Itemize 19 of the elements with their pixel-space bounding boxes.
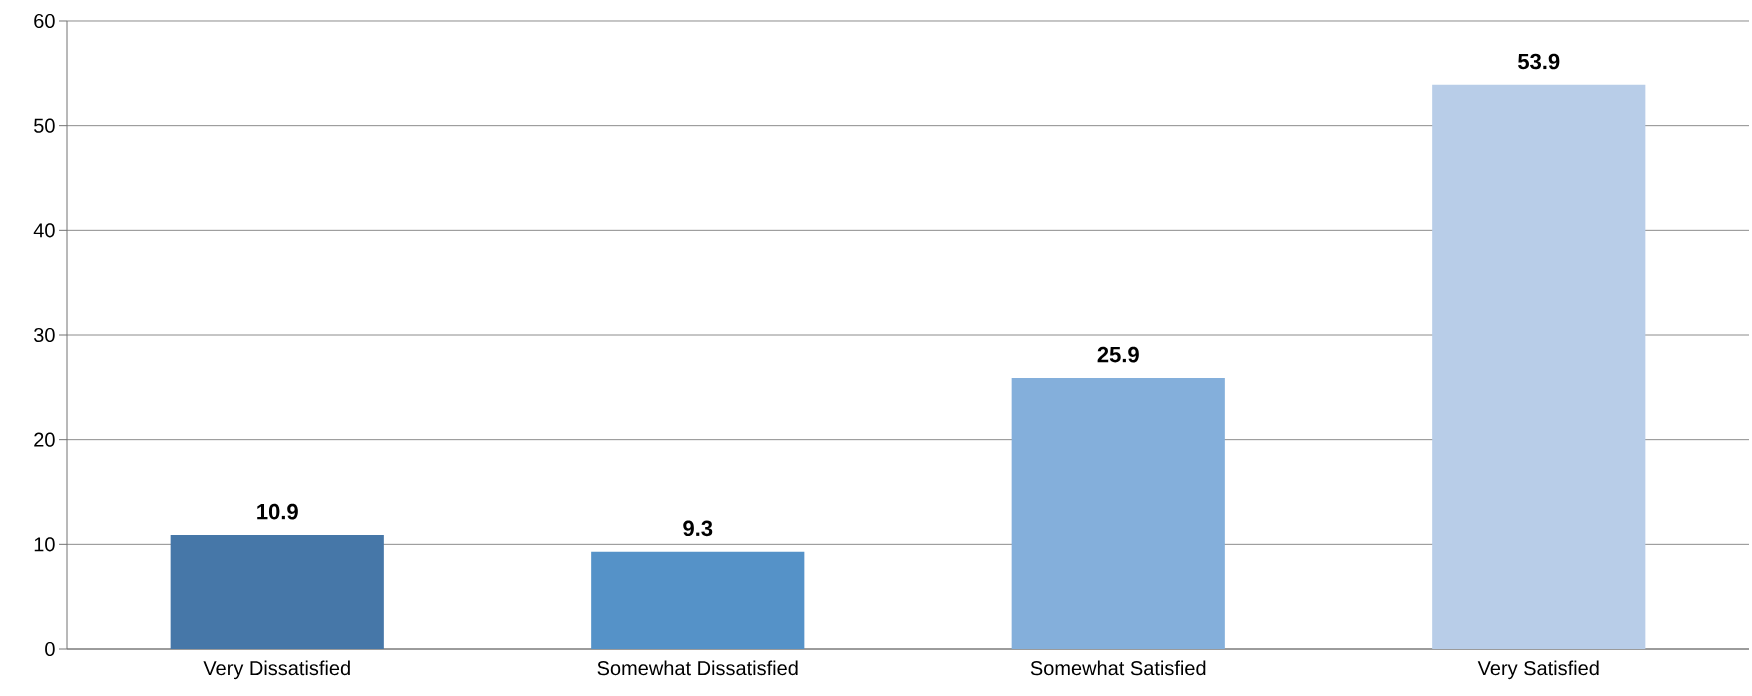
- x-tick-label: Very Dissatisfied: [203, 660, 350, 680]
- x-tick-label: Somewhat Satisfied: [1030, 660, 1206, 676]
- y-tick-label: 0: [45, 641, 55, 657]
- y-tick-label: 40: [33, 223, 55, 238]
- data-label: 9.3: [683, 520, 713, 537]
- bar: [1432, 84, 1646, 649]
- y-tick-label: 50: [34, 118, 55, 133]
- y-tick-label: 10: [34, 537, 55, 552]
- y-tick-label: 60: [34, 13, 55, 29]
- data-label: 10.9: [257, 503, 298, 520]
- bar: [170, 534, 384, 649]
- bar: [1011, 377, 1225, 649]
- bar: [591, 551, 805, 649]
- y-tick-label: 30: [34, 327, 55, 343]
- x-tick-label: Somewhat Dissatisfied: [597, 660, 798, 676]
- data-label: 53.9: [1518, 53, 1560, 70]
- y-tick-label: 20: [34, 432, 55, 447]
- x-tick-label: Very Satisfied: [1477, 660, 1599, 680]
- data-label: 25.9: [1097, 346, 1139, 363]
